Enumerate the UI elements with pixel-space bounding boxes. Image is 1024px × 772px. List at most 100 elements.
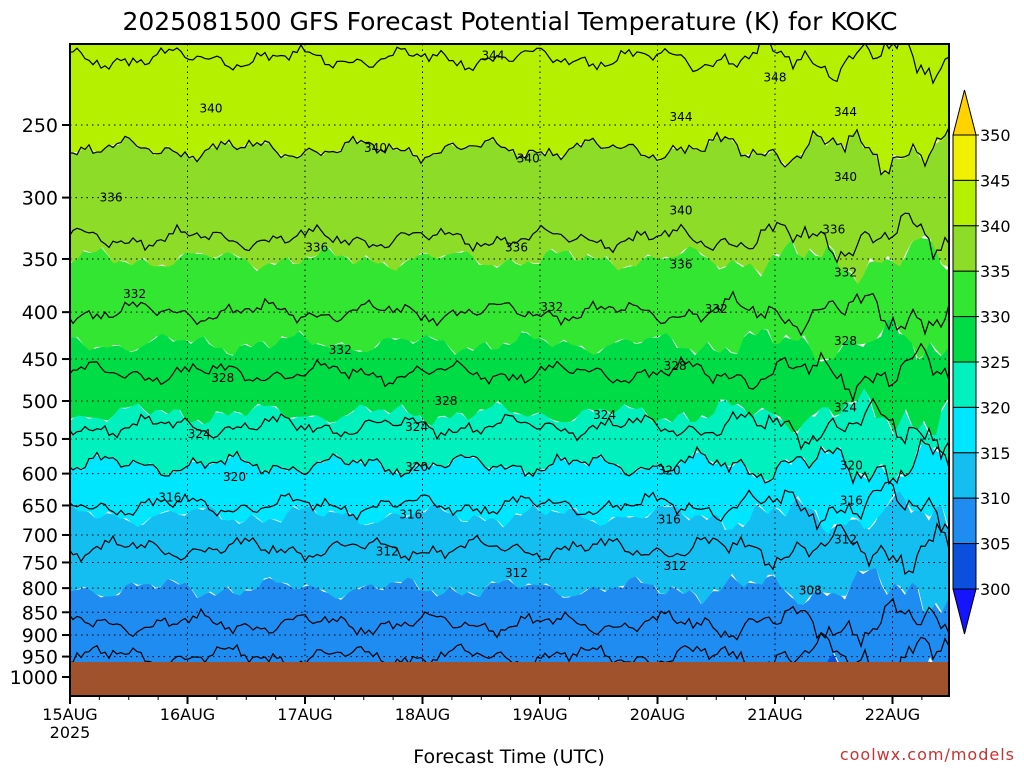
colorbar-segment — [952, 361, 977, 408]
x-tick-label: 20AUG — [630, 705, 685, 724]
y-tick-label: 650 — [22, 495, 58, 517]
color-band-4 — [70, 443, 949, 535]
colorbar-bottom-arrow — [952, 588, 977, 635]
theta-color-bands — [70, 44, 949, 696]
x-tick-label: 17AUG — [277, 705, 332, 724]
contour-label: 332 — [705, 302, 728, 316]
contour-label: 332 — [329, 343, 352, 357]
contour-label: 316 — [658, 512, 681, 526]
y-tick-label: 550 — [22, 429, 58, 451]
x-tick-label: 15AUG — [42, 705, 97, 724]
x-tick-label: 18AUG — [395, 705, 450, 724]
x-axis-label: Forecast Time (UTC) — [413, 746, 604, 768]
colorbar-label: 320 — [980, 398, 1011, 417]
contour-label: 332 — [123, 287, 146, 301]
colorbar-label: 310 — [980, 489, 1011, 508]
y-tick-label: 950 — [22, 647, 58, 669]
contour-label: 344 — [670, 110, 693, 124]
colorbar-label: 315 — [980, 444, 1011, 463]
ground-surface — [70, 662, 949, 696]
colorbar-segment — [952, 406, 977, 454]
contour-label: 344 — [834, 105, 857, 119]
colorbar-segment — [952, 543, 977, 590]
contour-label: 340 — [834, 170, 857, 184]
y-tick-label: 300 — [22, 188, 58, 210]
y-tick-label: 400 — [22, 302, 58, 324]
x-tick-label: 16AUG — [160, 705, 215, 724]
contour-label: 320 — [405, 460, 428, 474]
colorbar-segment — [952, 225, 977, 272]
y-tick-label: 700 — [22, 525, 58, 547]
contour-lines — [70, 44, 949, 696]
credit-text: coolwx.com/models — [840, 745, 1015, 764]
colorbar-segment — [952, 134, 977, 181]
contour-label: 316 — [840, 494, 863, 508]
colorbar-segment — [952, 179, 977, 227]
colorbar-segment — [952, 497, 977, 545]
contour-label: 332 — [540, 300, 563, 314]
contour-306 — [70, 631, 949, 681]
contour-label: 340 — [517, 152, 540, 166]
colorbar-label: 330 — [980, 308, 1011, 327]
y-tick-label: 800 — [22, 578, 58, 600]
colorbar-label: 340 — [980, 217, 1011, 236]
chart-title: 2025081500 GFS Forecast Potential Temper… — [123, 7, 898, 36]
contour-label: 308 — [799, 584, 822, 598]
contour-label: 312 — [505, 566, 528, 580]
color-band-5 — [70, 386, 949, 483]
contour-332 — [70, 290, 949, 337]
y-tick-label: 900 — [22, 625, 58, 647]
plot-area: 344 348 340 344 344 340 340 340 336 340 336 336 336 3… — [70, 44, 949, 696]
contour-label: 348 — [764, 71, 787, 85]
colorbar-segment — [952, 270, 977, 318]
contour-340 — [70, 126, 949, 176]
color-band-6 — [70, 317, 949, 436]
contour-label: 320 — [223, 470, 246, 484]
colorbar: 300 305 310 315 320 325 330 335 340 345 350 — [952, 89, 1011, 635]
contour-label: 312 — [834, 533, 857, 547]
color-band-8 — [70, 125, 949, 285]
y-tick-label: 600 — [22, 464, 58, 486]
contour-label: 336 — [100, 191, 123, 205]
contour-label: 336 — [505, 240, 528, 254]
contour-label: 324 — [834, 400, 857, 414]
contour-324 — [70, 397, 949, 461]
contour-320 — [70, 437, 949, 485]
x-tick-label: 21AUG — [747, 705, 802, 724]
y-tick-label: 1000 — [10, 667, 58, 689]
contour-label: 324 — [405, 420, 428, 434]
colorbar-label: 345 — [980, 171, 1011, 190]
contour-label: 336 — [305, 240, 328, 254]
y-tick-label: 850 — [22, 602, 58, 624]
x-axis: 15AUG 16AUG 17AUG 18AUG 19AUG 20AUG 21AUG 22AUG — [42, 696, 923, 724]
contour-312 — [70, 522, 949, 576]
contour-label: 320 — [840, 459, 863, 473]
color-band-9 — [70, 44, 949, 174]
contour-label: 340 — [200, 102, 223, 116]
plot-frame — [69, 43, 950, 697]
contour-label: 336 — [670, 258, 693, 272]
contour-label: 328 — [664, 359, 687, 373]
contour-316 — [70, 481, 949, 534]
contour-label: 344 — [482, 49, 505, 63]
color-band-7 — [70, 236, 949, 361]
color-band-3 — [70, 488, 949, 613]
y-tick-label: 500 — [22, 391, 58, 413]
contour-344 — [70, 44, 949, 85]
contour-label: 332 — [834, 265, 857, 279]
colorbar-segment — [952, 452, 977, 499]
contour-336 — [70, 212, 949, 264]
colorbar-label: 325 — [980, 353, 1011, 372]
y-tick-label: 350 — [22, 249, 58, 271]
y-tick-label: 250 — [22, 115, 58, 137]
contour-label: 324 — [593, 408, 616, 422]
colorbar-top-arrow — [952, 89, 977, 136]
contour-label: 328 — [211, 371, 234, 385]
contour-label: 320 — [658, 463, 681, 477]
colorbar-label: 335 — [980, 262, 1011, 281]
colorbar-segment — [952, 316, 977, 363]
x-tick-label: 19AUG — [512, 705, 567, 724]
y-tick-label: 450 — [22, 349, 58, 371]
contour-328 — [70, 342, 949, 403]
